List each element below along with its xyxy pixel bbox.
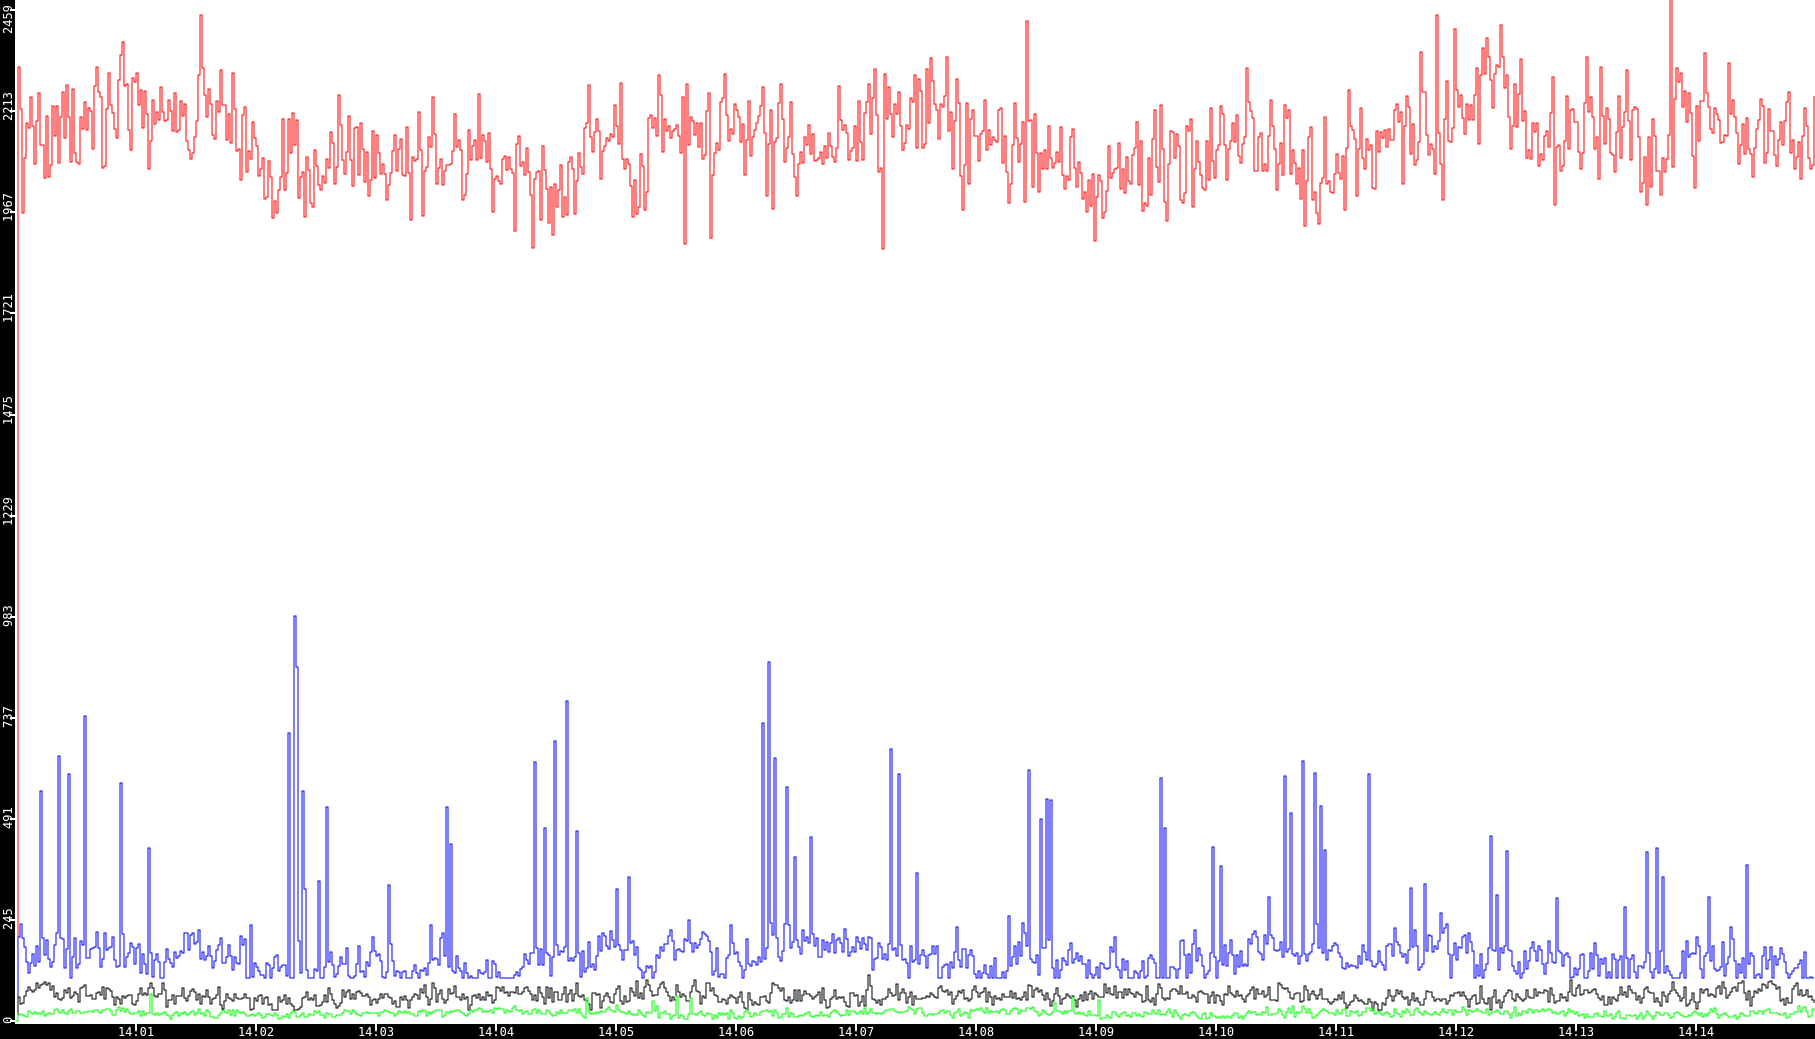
x-tick-mark <box>855 1024 857 1030</box>
x-tick-mark <box>1335 1024 1337 1030</box>
x-tick-mark <box>375 1024 377 1030</box>
x-tick-label: 14:13 <box>1557 1025 1595 1039</box>
y-axis: 0 245 491 737 983 1229 1475 1721 1967 2213 2459 <box>0 0 15 1039</box>
y-tick-mark <box>10 9 15 11</box>
y-tick-mark <box>10 414 15 416</box>
x-tick-mark <box>1095 1024 1097 1030</box>
y-tick-label: 983 <box>1 605 15 627</box>
x-tick-label: 14:09 <box>1077 1025 1115 1039</box>
y-tick-mark <box>10 1020 15 1022</box>
y-tick-label: 0 <box>1 1016 15 1024</box>
y-tick-label: 2213 <box>1 92 15 121</box>
x-tick-label: 14:14 <box>1677 1025 1715 1039</box>
x-tick-label: 14:05 <box>597 1025 635 1039</box>
y-tick-label: 1967 <box>1 193 15 222</box>
y-tick-label: 737 <box>1 706 15 728</box>
x-tick-label: 14:08 <box>957 1025 995 1039</box>
y-tick-mark <box>10 818 15 820</box>
x-tick-label: 14:07 <box>837 1025 875 1039</box>
x-tick-mark <box>1575 1024 1577 1030</box>
y-tick-label: 1475 <box>1 396 15 425</box>
y-tick-label: 1721 <box>1 294 15 323</box>
x-tick-mark <box>495 1024 497 1030</box>
y-tick-label: 2459 <box>1 5 15 34</box>
x-tick-mark <box>1695 1024 1697 1030</box>
x-tick-label: 14:11 <box>1317 1025 1355 1039</box>
x-tick-mark <box>615 1024 617 1030</box>
y-tick-mark <box>10 919 15 921</box>
x-tick-mark <box>1455 1024 1457 1030</box>
y-tick-mark <box>10 211 15 213</box>
y-tick-label: 245 <box>1 908 15 930</box>
y-tick-mark <box>10 515 15 517</box>
x-tick-label: 14:04 <box>477 1025 515 1039</box>
y-tick-mark <box>10 312 15 314</box>
x-tick-label: 14:06 <box>717 1025 755 1039</box>
black-series <box>16 974 1815 1022</box>
blue-series <box>16 615 1814 1022</box>
y-tick-label: 491 <box>1 807 15 829</box>
x-tick-label: 14:10 <box>1197 1025 1235 1039</box>
x-tick-mark <box>255 1024 257 1030</box>
x-tick-label: 14:01 <box>117 1025 155 1039</box>
x-tick-label: 14:03 <box>357 1025 395 1039</box>
x-tick-label: 14:02 <box>237 1025 275 1039</box>
y-tick-mark <box>10 616 15 618</box>
red-series <box>16 0 1815 1022</box>
y-tick-mark <box>10 717 15 719</box>
x-tick-mark <box>975 1024 977 1030</box>
x-tick-mark <box>135 1024 137 1030</box>
y-tick-mark <box>10 110 15 112</box>
y-tick-label: 1229 <box>1 497 15 526</box>
x-tick-mark <box>1215 1024 1217 1030</box>
green-series <box>16 993 1815 1022</box>
x-tick-label: 14:12 <box>1437 1025 1475 1039</box>
x-axis: 14:01 14:02 14:03 14:04 14:05 14:06 14:07 14:08… <box>0 1024 1815 1039</box>
x-tick-mark <box>735 1024 737 1030</box>
